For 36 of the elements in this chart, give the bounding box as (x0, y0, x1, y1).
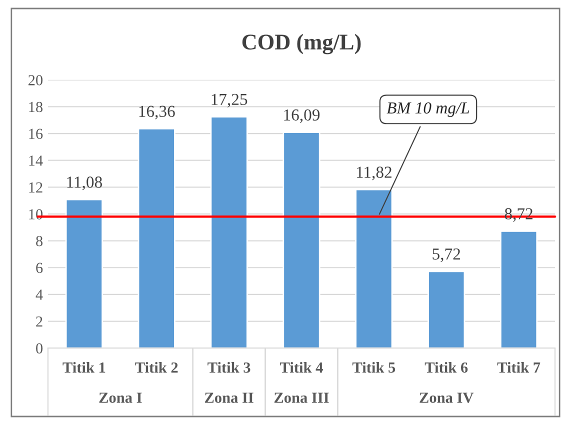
bar (282, 132, 320, 348)
x-tick-label: Titik 3 (208, 362, 250, 373)
bar (138, 128, 176, 348)
y-tick-label: 18 (29, 102, 43, 112)
bar (500, 230, 538, 348)
text: Zona III (274, 392, 329, 403)
y-tick-label: 12 (29, 182, 42, 192)
data-label: 16,36 (139, 106, 175, 120)
bar (428, 270, 466, 348)
data-label: 17,25 (212, 94, 248, 108)
data-label: 5,72 (432, 248, 460, 262)
data-label: 11,82 (356, 166, 392, 180)
y-tick-label: 0 (36, 343, 43, 354)
y-tick-label: 8 (36, 236, 43, 246)
x-tick-label: Titik 5 (352, 362, 396, 373)
chart-title: COD (mg/L) (242, 34, 361, 54)
data-label: 11,08 (67, 176, 102, 190)
x-tick-label: Titik 2 (135, 362, 178, 373)
x-tick-label: Titik 4 (280, 362, 323, 373)
y-tick-label: 16 (29, 128, 43, 139)
x-tick-label: Titik 6 (424, 362, 468, 373)
x-tick-label: Titik 7 (497, 362, 540, 373)
y-tick-label: 14 (29, 156, 43, 166)
text: Zona I (99, 392, 142, 403)
bar (355, 188, 393, 348)
bar (210, 116, 248, 348)
ref-line-label: BM 10 mg/L (386, 102, 470, 117)
bar (65, 198, 103, 348)
y-tick-label: 4 (36, 290, 43, 300)
text: Zona IV (420, 392, 474, 403)
x-tick-label: Titik 1 (62, 362, 106, 373)
data-label: 16,09 (284, 109, 320, 124)
y-tick-label: 6 (36, 262, 43, 274)
y-tick-label: 20 (28, 75, 43, 86)
text: Zona II (204, 392, 254, 403)
y-tick-label: 2 (36, 316, 42, 327)
